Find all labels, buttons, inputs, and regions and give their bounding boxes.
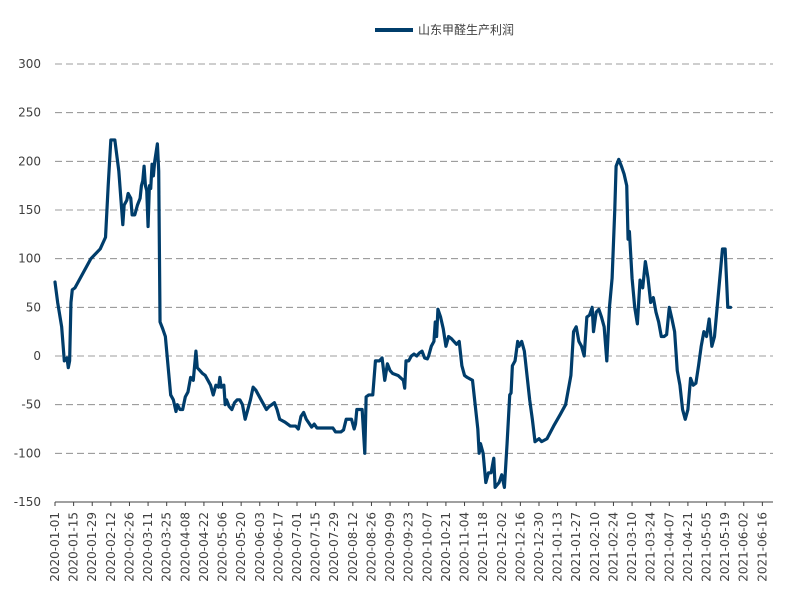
x-tick-label: 2021-04-21 [681, 512, 695, 582]
x-tick-label: 2020-07-15 [309, 512, 323, 582]
x-tick-label: 2021-03-24 [644, 512, 658, 582]
legend: 山东甲醛生产利润 [375, 22, 514, 37]
y-tick-label: 50 [26, 300, 41, 314]
x-tick-label: 2021-06-16 [755, 512, 769, 582]
x-tick-label: 2020-12-16 [513, 512, 527, 582]
x-tick-label: 2020-12-30 [532, 512, 546, 582]
x-tick-label: 2020-07-29 [327, 512, 341, 582]
y-tick-label: -150 [14, 495, 41, 509]
x-tick-label: 2020-05-20 [234, 512, 248, 582]
y-tick-label: 100 [18, 252, 41, 266]
x-tick-label: 2020-06-17 [271, 512, 285, 582]
series-line-0 [53, 138, 733, 489]
y-tick-label: 200 [18, 154, 41, 168]
x-tick-label: 2021-01-13 [551, 512, 565, 582]
x-tick-label: 2020-03-25 [160, 512, 174, 582]
x-tick-label: 2020-04-22 [197, 512, 211, 582]
y-tick-label: 250 [18, 106, 41, 120]
x-tick-label: 2020-03-11 [141, 512, 155, 582]
x-tick-label: 2021-01-27 [569, 512, 583, 582]
y-tick-label: -100 [14, 446, 41, 460]
x-tick-label: 2020-11-18 [476, 512, 490, 582]
x-tick-label: 2020-07-01 [290, 512, 304, 582]
y-tick-label: 0 [33, 349, 41, 363]
series-group [53, 138, 733, 489]
x-tick-label: 2020-01-15 [67, 512, 81, 582]
x-tick-label: 2020-02-26 [122, 512, 136, 582]
x-tick-label: 2020-02-12 [104, 512, 118, 582]
x-tick-label: 2020-01-29 [85, 512, 99, 582]
x-axis-ticks: 2020-01-01 2020-01-15 2020-01-29 2020-02-12… [48, 502, 769, 582]
x-tick-label: 2020-08-12 [346, 512, 360, 582]
x-tick-label: 2020-09-09 [383, 512, 397, 582]
x-tick-label: 2020-11-04 [458, 512, 472, 582]
x-tick-label: 2020-05-06 [216, 512, 230, 582]
x-tick-label: 2021-03-10 [625, 512, 639, 582]
x-tick-label: 2021-02-10 [588, 512, 602, 582]
x-tick-label: 2020-04-08 [178, 512, 192, 582]
gridlines [55, 63, 773, 454]
x-tick-label: 2020-10-07 [420, 512, 434, 582]
x-tick-label: 2021-05-05 [700, 512, 714, 582]
x-tick-label: 2021-02-24 [606, 512, 620, 582]
x-tick-label: 2021-04-07 [662, 512, 676, 582]
y-axis-ticks: -150 -100 -50 0 50 100 150 200 250 300 [14, 57, 41, 509]
x-tick-label: 2020-10-21 [439, 512, 453, 582]
y-tick-label: -50 [21, 398, 41, 412]
x-tick-label: 2020-12-02 [495, 512, 509, 582]
legend-label: 山东甲醛生产利润 [418, 22, 514, 37]
x-tick-label: 2020-06-03 [253, 512, 267, 582]
x-tick-label: 2021-05-19 [718, 512, 732, 582]
x-tick-label: 2020-08-26 [364, 512, 378, 582]
x-tick-label: 2021-06-02 [737, 512, 751, 582]
x-tick-label: 2020-01-01 [48, 512, 62, 582]
y-tick-label: 150 [18, 203, 41, 217]
x-tick-label: 2020-09-23 [402, 512, 416, 582]
y-tick-label: 300 [18, 57, 41, 71]
